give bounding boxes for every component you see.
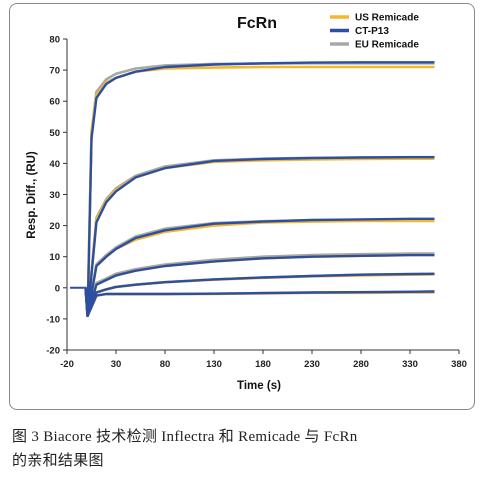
x-tick-label: 230 xyxy=(304,359,320,370)
y-tick-label: -20 xyxy=(46,346,60,357)
figure-frame xyxy=(9,3,475,410)
legend-label: US Remicade xyxy=(355,13,419,24)
x-tick-label: -20 xyxy=(60,359,74,370)
sensorgram-curve xyxy=(84,61,435,317)
legend-label: CT-P13 xyxy=(355,26,389,37)
sensorgram-curve xyxy=(84,252,435,318)
x-tick-label: 30 xyxy=(111,359,122,370)
sensorgram-curve xyxy=(84,287,435,317)
x-tick-label: 330 xyxy=(402,359,418,370)
y-axis-label: Resp. Diff., (RU) xyxy=(26,151,38,239)
series-ct-p13 xyxy=(84,61,435,317)
sensorgram-curve xyxy=(84,253,435,317)
sensorgram-curve xyxy=(84,217,435,317)
y-tick-label: 50 xyxy=(49,128,60,139)
sensorgram-curve xyxy=(84,156,435,317)
y-tick-label: 20 xyxy=(49,221,60,232)
axes-group: -20 -10 0 10 20 30 40 50 60 70 80 -20 30 80 130 180 230 2… xyxy=(46,35,467,371)
x-axis-label: Time (s) xyxy=(237,380,281,392)
y-tick-label: 30 xyxy=(49,190,60,201)
figure-caption: 图 3 Biacore 技术检测 Inflectra 和 Remicade 与 … xyxy=(12,425,474,473)
curves-group xyxy=(84,61,435,318)
caption-line-2: 的亲和结果图 xyxy=(12,453,104,469)
y-tick-label: 40 xyxy=(49,159,60,170)
y-tick-label: 80 xyxy=(49,35,60,46)
y-tick-label: 10 xyxy=(49,252,60,263)
y-tick-label: 70 xyxy=(49,66,60,77)
caption-line-1: 图 3 Biacore 技术检测 Inflectra 和 Remicade 与 … xyxy=(12,429,358,445)
legend-label: EU Remicade xyxy=(355,40,419,51)
y-tick-label: 0 xyxy=(55,283,60,294)
x-tick-label: 280 xyxy=(353,359,369,370)
x-tick-label: 80 xyxy=(160,359,171,370)
y-tick-label: 60 xyxy=(49,97,60,108)
y-tick-label: -10 xyxy=(46,314,60,325)
x-tick-label: 180 xyxy=(255,359,271,370)
binding-sensorgram-chart: -20 -10 0 10 20 30 40 50 60 70 80 -20 30 80 130 180 230 2… xyxy=(26,13,467,393)
chart-title: FcRn xyxy=(237,15,277,32)
sensorgram-curve xyxy=(84,272,435,317)
legend: US Remicade CT-P13 EU Remicade xyxy=(330,13,419,51)
x-tick-label: 130 xyxy=(206,359,222,370)
x-tick-label: 380 xyxy=(451,359,467,370)
